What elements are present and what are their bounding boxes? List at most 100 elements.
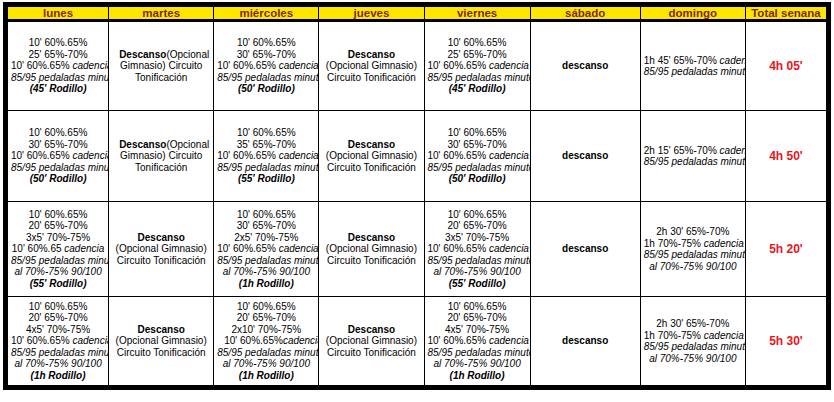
total-week2: 4h 50' [745,111,828,202]
workout-line: 3x5' 70%-75% [428,232,527,244]
workout-line: 85/95 pedaladas minuto y [428,347,527,359]
workout-line: 2h 30' 65%-70% [644,318,742,330]
week-row-3: 10' 60%.65%20' 65%-70%3x5' 70%-75%10' 60… [6,202,829,297]
workout-line: al 70%-75% 90/100 [644,261,742,273]
workout-line: Descanso(Opcional [112,139,210,151]
workout-line: 10' 60%.65% [217,37,315,49]
week-row-1: 10' 60%.65%25' 65%-70%10' 60%.65% cadenc… [6,21,829,111]
workout-line: 10' 60%.65% [217,209,315,221]
workout-line: (Opcional Gimnasio) [112,243,210,255]
workout-line: Circuito Tonificación [322,347,420,359]
workout-line: 10' 60%.65% cadencia [428,335,527,347]
workout-line: 10' 60%.65% cadencia [428,243,527,255]
cell-jueves-week1: Descanso(Opcional Gimnasio)Circuito Toni… [319,21,424,111]
workout-line: 85/95 pedaladas minuto [217,72,315,84]
workout-line: (50' Rodillo) [11,173,105,185]
workout-line: 10' 60%.65% cadencia [11,335,105,347]
header-row: lunes martes miércoles jueves viernes sá… [6,5,829,21]
workout-line: 10' 60%.65% [11,37,105,49]
cell-lunes-week2: 10' 60%.65%30' 65%-70%10' 60%.65% cadenc… [6,111,109,202]
workout-line: 2x5' 70%-75% [217,232,315,244]
workout-line: Tonificación [112,72,210,84]
workout-line: Circuito Tonificación [112,347,210,359]
workout-line: descanso [534,60,637,72]
total-week1: 4h 05' [745,21,828,111]
workout-line: Descanso [322,324,420,336]
workout-line: 10' 60%.65% [11,127,105,139]
workout-line: 10' 60%.65% cadencia [11,150,105,162]
workout-line: 20' 65%-70% [11,220,105,232]
cell-jueves-week2: Descanso(Opcional Gimnasio)Circuito Toni… [319,111,424,202]
workout-line: 10' 60%.65% [217,127,315,139]
workout-line: 85/95 pedaladas minuto y [11,347,105,359]
workout-line: 30' 65%-70% [11,139,105,151]
workout-line: 85/95 pedaladas minuto [644,156,742,168]
workout-line: (1h Rodillo) [11,370,105,382]
workout-line: Circuito Tonificación [322,72,420,84]
cell-sabado-week2: descanso [530,111,640,202]
workout-line: 85/95 pedaladas minuto [11,162,105,174]
workout-line: 4x5' 70%-75% [428,324,527,336]
total-week3: 5h 20' [745,202,828,297]
cell-viernes-week1: 10' 60%.65%25' 65%-70%10' 60%.65% cadenc… [424,21,530,111]
cell-miercoles-week2: 10' 60%.65%35' 65%-70%10' 60%.65% cadenc… [214,111,319,202]
workout-line: 30' 65%-70% [428,139,527,151]
workout-line: 25' 65%-70% [11,49,105,61]
workout-line: al 70%-75% 90/100 [11,358,105,370]
workout-line: 20' 65%-70% [428,312,527,324]
workout-line: 10' 60%.65%cadencia [217,335,315,347]
workout-line: 30' 65%-70% [217,49,315,61]
workout-line: 85/95 pedaladas minuto y [11,255,105,267]
workout-line: 1h 45' 65%-70% cadencia [644,55,742,67]
workout-line: Tonificación [112,162,210,174]
workout-line: 10' 60%.65% cadencia [217,60,315,72]
workout-line: descanso [534,335,637,347]
col-header-lunes: lunes [6,5,109,21]
cell-sabado-week4: descanso [530,297,640,388]
col-header-martes: martes [109,5,214,21]
workout-line: 10' 60%.65% [428,37,527,49]
workout-line: Descanso [322,49,420,61]
workout-line: 2x10' 70%-75% [217,324,315,336]
workout-line: 10' 60%.65% [11,209,105,221]
cell-domingo-week2: 2h 15' 65%-70% cadencia85/95 pedaladas m… [640,111,745,202]
workout-line: 10' 60%.65% cadencia [217,243,315,255]
workout-line: 10' 60%.65% [11,301,105,313]
cell-miercoles-week4: 10' 60%.65%20' 65%-70%2x10' 70%-75%10' 6… [214,297,319,388]
workout-line: 10' 60%.65% cadencia [428,60,527,72]
workout-line: 85/95 pedaladas minuto [11,72,105,84]
workout-line: al 70%-75% 90/100 [11,266,105,278]
col-header-total: Total senana [745,5,828,21]
workout-line: (Opcional Gimnasio) [322,243,420,255]
workout-line: (50' Rodillo) [217,83,315,95]
workout-line: 85/95 pedaladas minuto [428,162,527,174]
workout-line: 1h 70%-75% cadencia [644,238,742,250]
workout-line: 85/95 pedaladas minuto [217,162,315,174]
workout-line: (Opcional Gimnasio) [322,335,420,347]
workout-line: 85/95 pedaladas minuto y [644,249,742,261]
workout-line: (55' Rodillo) [217,173,315,185]
workout-line: 20' 65%-70% [428,220,527,232]
workout-line: Gimnasio) Circuito [112,150,210,162]
cell-lunes-week1: 10' 60%.65%25' 65%-70%10' 60%.65% cadenc… [6,21,109,111]
workout-line: descanso [534,150,637,162]
cell-viernes-week3: 10' 60%.65%20' 65%-70%3x5' 70%-75%10' 60… [424,202,530,297]
workout-line: Circuito Tonificación [112,255,210,267]
training-plan-table: lunes martes miércoles jueves viernes sá… [3,2,831,390]
workout-line: (1h Rodillo) [217,278,315,290]
workout-line: Circuito Tonificación [322,255,420,267]
workout-line: 85/95 pedaladas minuto y [217,255,315,267]
workout-line: (45' Rodillo) [11,83,105,95]
workout-line: (Opcional Gimnasio) [322,60,420,72]
workout-line: 85/95 pedaladas minuto y [217,347,315,359]
workout-line: al 70%-75% 90/100 [644,353,742,365]
workout-line: 85/95 pedaladas minuto [644,66,742,78]
workout-line: Descanso [322,139,420,151]
workout-line: 85/95 pedaladas minuto [428,72,527,84]
workout-line: 10' 60%.65% [428,209,527,221]
cell-miercoles-week3: 10' 60%.65%30' 65%-70%2x5' 70%-75%10' 60… [214,202,319,297]
workout-line: (55' Rodillo) [428,278,527,290]
workout-line: Circuito Tonificación [322,162,420,174]
workout-line: (Opcional Gimnasio) [322,150,420,162]
workout-line: Descanso [112,232,210,244]
